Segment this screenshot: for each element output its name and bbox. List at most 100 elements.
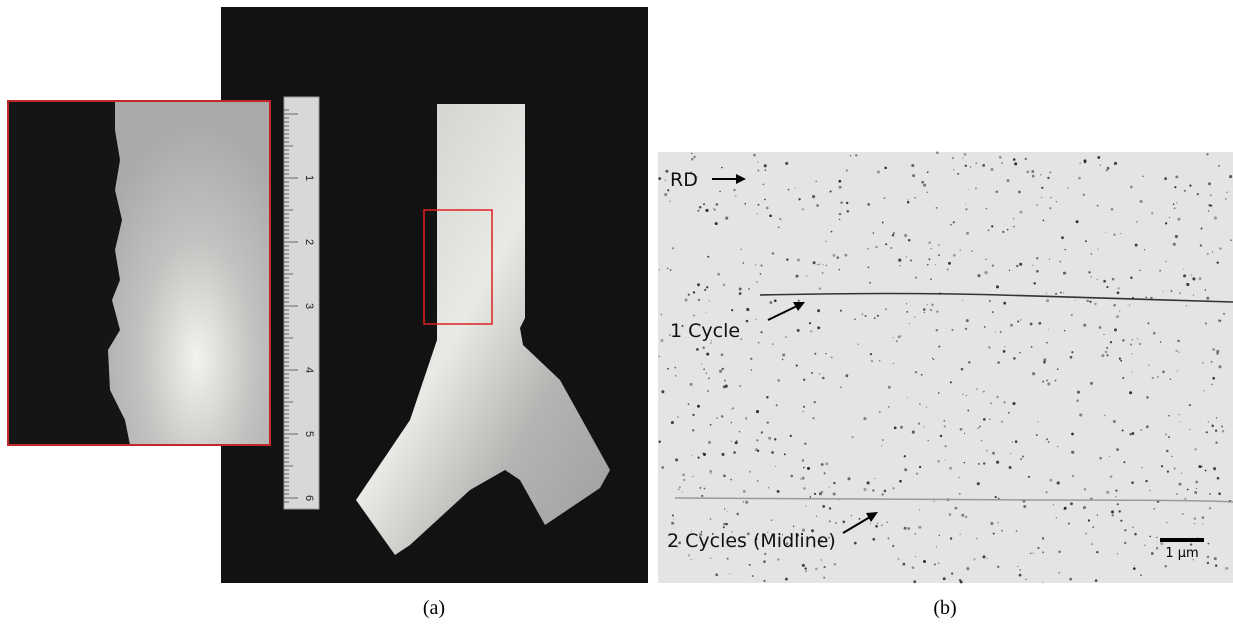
- speckle: [899, 480, 902, 483]
- speckle: [829, 486, 830, 487]
- speckle: [760, 273, 762, 275]
- speckle: [1031, 170, 1034, 173]
- speckle: [977, 274, 980, 277]
- speckle: [1031, 346, 1033, 348]
- speckle: [1097, 249, 1098, 250]
- speckle: [985, 271, 988, 274]
- speckle: [1198, 277, 1201, 280]
- speckle: [911, 164, 914, 167]
- speckle: [1215, 442, 1217, 444]
- speckle: [1042, 582, 1043, 583]
- speckle: [758, 342, 759, 343]
- speckle: [1106, 347, 1108, 349]
- speckle: [870, 523, 871, 524]
- speckle: [775, 466, 776, 467]
- speckle: [916, 472, 919, 475]
- speckle: [758, 204, 760, 206]
- speckle: [966, 232, 969, 235]
- speckle: [1124, 542, 1126, 544]
- speckle: [852, 436, 854, 438]
- speckle: [697, 405, 700, 408]
- speckle: [1206, 153, 1208, 155]
- speckle: [1042, 381, 1044, 383]
- speckle: [797, 329, 800, 332]
- speckle: [951, 572, 953, 574]
- speckle: [1130, 344, 1132, 346]
- speckle: [730, 479, 732, 481]
- speckle: [671, 522, 674, 525]
- speckle: [867, 481, 870, 484]
- speckle: [1107, 167, 1110, 170]
- speckle: [1152, 377, 1154, 379]
- speckle: [1053, 504, 1054, 505]
- speckle: [763, 560, 766, 563]
- speckle: [1165, 261, 1167, 263]
- speckle: [949, 513, 952, 516]
- speckle: [1046, 438, 1048, 440]
- speckle: [1049, 171, 1051, 173]
- speckle: [1067, 187, 1069, 189]
- speckle: [943, 577, 946, 580]
- speckle: [1057, 446, 1059, 448]
- speckle: [782, 353, 785, 356]
- speckle: [976, 538, 978, 540]
- speckle: [900, 426, 903, 429]
- speckle: [915, 533, 916, 534]
- speckle: [1105, 351, 1108, 354]
- speckle: [670, 269, 672, 271]
- speckle: [1075, 299, 1076, 300]
- speckle: [1106, 354, 1108, 356]
- speckle: [990, 402, 992, 404]
- speckle: [914, 316, 915, 317]
- speckle: [1105, 232, 1106, 233]
- speckle: [1117, 553, 1118, 554]
- speckle: [923, 308, 926, 311]
- speckle: [1161, 465, 1163, 467]
- speckle: [833, 482, 835, 484]
- speckle: [721, 415, 724, 418]
- speckle: [877, 171, 880, 174]
- speckle: [940, 435, 942, 437]
- speckle: [1140, 429, 1142, 431]
- speckle: [706, 372, 708, 374]
- speckle: [892, 545, 894, 547]
- speckle: [1159, 270, 1161, 272]
- speckle: [1094, 303, 1096, 305]
- caption: (b): [933, 597, 956, 619]
- ruler-label: 3: [303, 303, 315, 309]
- speckle: [703, 347, 705, 349]
- ruler-label: 4: [303, 367, 315, 373]
- speckle: [842, 521, 845, 524]
- speckle: [1135, 244, 1138, 247]
- speckle: [1059, 572, 1060, 573]
- speckle: [708, 377, 710, 379]
- speckle: [1039, 322, 1042, 325]
- speckle: [991, 225, 993, 227]
- speckle: [710, 342, 712, 344]
- speckle: [1003, 350, 1006, 353]
- figure: 123456 RD 1 Cycle 2 Cycles (Midline) 1 µ…: [0, 0, 1233, 631]
- speckle: [820, 559, 822, 561]
- speckle: [904, 234, 907, 237]
- speckle: [785, 162, 788, 165]
- speckle: [1006, 179, 1009, 182]
- speckle: [844, 254, 847, 257]
- speckle: [984, 326, 986, 328]
- speckle: [950, 537, 952, 539]
- speckle: [1145, 480, 1147, 482]
- speckle: [934, 501, 935, 502]
- speckle: [739, 292, 742, 295]
- speckle: [1120, 233, 1121, 234]
- speckle: [840, 386, 842, 388]
- speckle: [1214, 216, 1217, 219]
- speckle: [1186, 283, 1189, 286]
- speckle: [811, 372, 813, 374]
- speckle: [699, 206, 702, 209]
- speckle: [961, 514, 964, 517]
- speckle: [931, 303, 934, 306]
- speckle: [715, 222, 718, 225]
- speckle: [1218, 165, 1220, 167]
- speckle: [921, 374, 923, 376]
- speckle: [1142, 467, 1143, 468]
